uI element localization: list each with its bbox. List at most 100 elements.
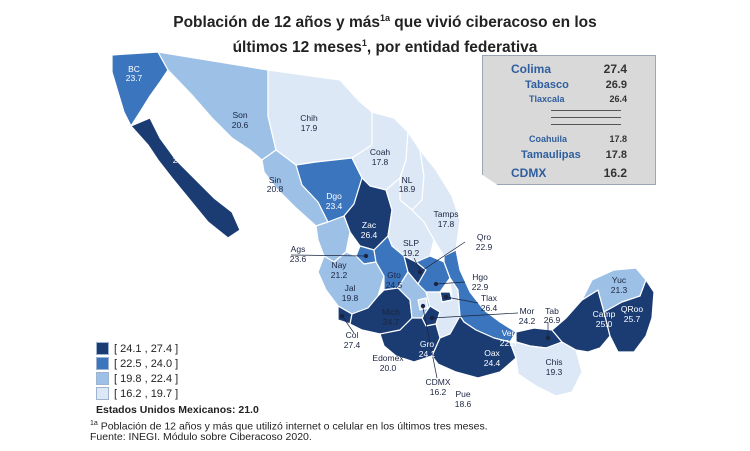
label-tamps-abbr: Tamps	[433, 209, 458, 219]
label-qro-abbr: Qro	[477, 232, 491, 242]
legend-item-1: [ 24.1 , 27.4 ]	[96, 341, 178, 356]
label-jal-abbr: Jal	[345, 283, 356, 293]
label-zac-value: 26.4	[361, 230, 378, 240]
footnote: 1a Población de 12 años y más que utiliz…	[90, 420, 488, 433]
label-son-value: 20.6	[232, 120, 249, 130]
title-line-1: Población de 12 años y más1a que vivió c…	[173, 13, 597, 32]
label-bcs-value: 24.5	[173, 155, 190, 165]
label-ags-abbr: Ags	[291, 244, 306, 254]
label-nay-value: 21.2	[331, 270, 348, 280]
state-bc[interactable]	[111, 51, 169, 127]
label-qroo-abbr: QRoo	[621, 304, 643, 314]
label-dgo-value: 23.4	[326, 201, 343, 211]
label-ags-value: 23.6	[290, 254, 307, 264]
label-col-abbr: Col	[346, 330, 359, 340]
label-gto-abbr: Gto	[387, 270, 401, 280]
label-bcs-abbr: BCS	[172, 146, 190, 156]
label-tamps-value: 17.8	[438, 219, 455, 229]
state-bcs[interactable]	[130, 117, 241, 239]
label-mor-abbr: Mor	[520, 306, 535, 316]
label-pue-value: 18.6	[455, 399, 472, 409]
leader-cdmx-dot	[420, 303, 426, 309]
title-line-2: últimos 12 meses1, por entidad federativ…	[232, 38, 538, 57]
label-cdmx-abbr: CDMX	[425, 377, 450, 387]
leader-cdmx	[422, 307, 438, 379]
label-cdmx-value: 16.2	[430, 387, 447, 397]
label-nl-value: 18.9	[399, 184, 416, 194]
label-yuc-value: 21.3	[611, 285, 628, 295]
label-yuc-abbr: Yuc	[612, 275, 627, 285]
national-value: Estados Unidos Mexicanos: 21.0	[96, 404, 259, 416]
leader-mor	[431, 312, 519, 319]
leader-qro	[419, 241, 466, 273]
leader-tab-dot	[545, 335, 551, 341]
state-chis[interactable]	[509, 341, 583, 397]
label-tlax-value: 26.4	[481, 303, 498, 313]
label-nay-abbr: Nay	[331, 260, 347, 270]
label-camp-value: 25.0	[596, 319, 613, 329]
state-tamps[interactable]	[411, 149, 461, 257]
label-nl-abbr: NL	[402, 175, 413, 185]
leader-hgo-dot	[433, 281, 439, 287]
label-col-value: 27.4	[344, 340, 361, 350]
label-edomex-abbr: Edomex	[372, 353, 404, 363]
label-bc-abbr: BC	[128, 64, 140, 74]
legend: [ 24.1 , 27.4 ] [ 22.5 , 24.0 ] [ 19.8 ,…	[96, 341, 178, 401]
leader-ags-dot	[363, 253, 369, 259]
ranking-box: Colima 27.4 Tabasco 26.9 Tlaxcala 26.4 Coah…	[482, 55, 656, 185]
label-tlax-abbr: Tlax	[481, 293, 498, 303]
label-mor-value: 24.2	[519, 316, 536, 326]
label-jal-value: 19.8	[342, 293, 359, 303]
label-gro-abbr: Gro	[420, 339, 434, 349]
label-camp-abbr: Camp	[593, 309, 616, 319]
leader-mor-dot	[429, 315, 435, 321]
leader-col-dot	[339, 313, 345, 319]
state-son[interactable]	[157, 51, 277, 161]
ranking-ellipsis-line	[551, 117, 621, 118]
label-mich-value: 24.7	[383, 317, 400, 327]
label-qro-value: 22.9	[476, 242, 493, 252]
label-bc-value: 23.7	[126, 73, 143, 83]
label-son-abbr: Son	[232, 110, 247, 120]
label-mich-abbr: Mich	[382, 307, 400, 317]
label-coah-value: 17.8	[372, 157, 389, 167]
state-jal[interactable]	[317, 251, 385, 315]
leader-tlax-dot	[443, 294, 449, 300]
legend-item-4: [ 16.2 , 19.7 ]	[96, 386, 178, 401]
label-dgo-abbr: Dgo	[326, 191, 342, 201]
label-chih-abbr: Chih	[300, 113, 318, 123]
label-chis-value: 19.3	[546, 367, 563, 377]
state-qroo[interactable]	[603, 279, 655, 353]
label-pue-abbr: Pue	[455, 389, 470, 399]
label-oax-abbr: Oax	[484, 348, 500, 358]
leader-hgo	[435, 281, 466, 285]
label-gro-value: 24.1	[419, 349, 436, 359]
leader-ags	[290, 254, 367, 257]
leader-qro-dot	[417, 269, 423, 275]
legend-swatch	[96, 342, 109, 355]
label-hgo-value: 22.9	[472, 282, 489, 292]
label-hgo-abbr: Hgo	[472, 272, 488, 282]
label-chis-abbr: Chis	[545, 357, 562, 367]
label-ver-abbr: Ver	[502, 328, 515, 338]
label-coah-abbr: Coah	[370, 147, 391, 157]
label-tab-value: 26.9	[544, 315, 561, 325]
source-note: Fuente: INEGI. Módulo sobre Ciberacoso 2…	[90, 431, 312, 443]
state-gro[interactable]	[379, 317, 441, 363]
ranking-ellipsis-line	[551, 124, 621, 125]
label-sin-value: 20.8	[267, 184, 284, 194]
state-chih[interactable]	[267, 69, 373, 166]
label-slp-value: 19.2	[403, 248, 420, 258]
leader-tlax	[445, 296, 479, 304]
leader-col	[341, 315, 355, 334]
label-sin-abbr: Sin	[269, 175, 282, 185]
label-edomex-value: 20.0	[380, 363, 397, 373]
legend-swatch	[96, 372, 109, 385]
label-tab-abbr: Tab	[545, 306, 559, 316]
label-zac-abbr: Zac	[362, 220, 377, 230]
legend-item-2: [ 22.5 , 24.0 ]	[96, 356, 178, 371]
map-title: Población de 12 años y más1a que vivió c…	[150, 8, 620, 58]
label-chih-value: 17.9	[301, 123, 318, 133]
legend-swatch	[96, 387, 109, 400]
